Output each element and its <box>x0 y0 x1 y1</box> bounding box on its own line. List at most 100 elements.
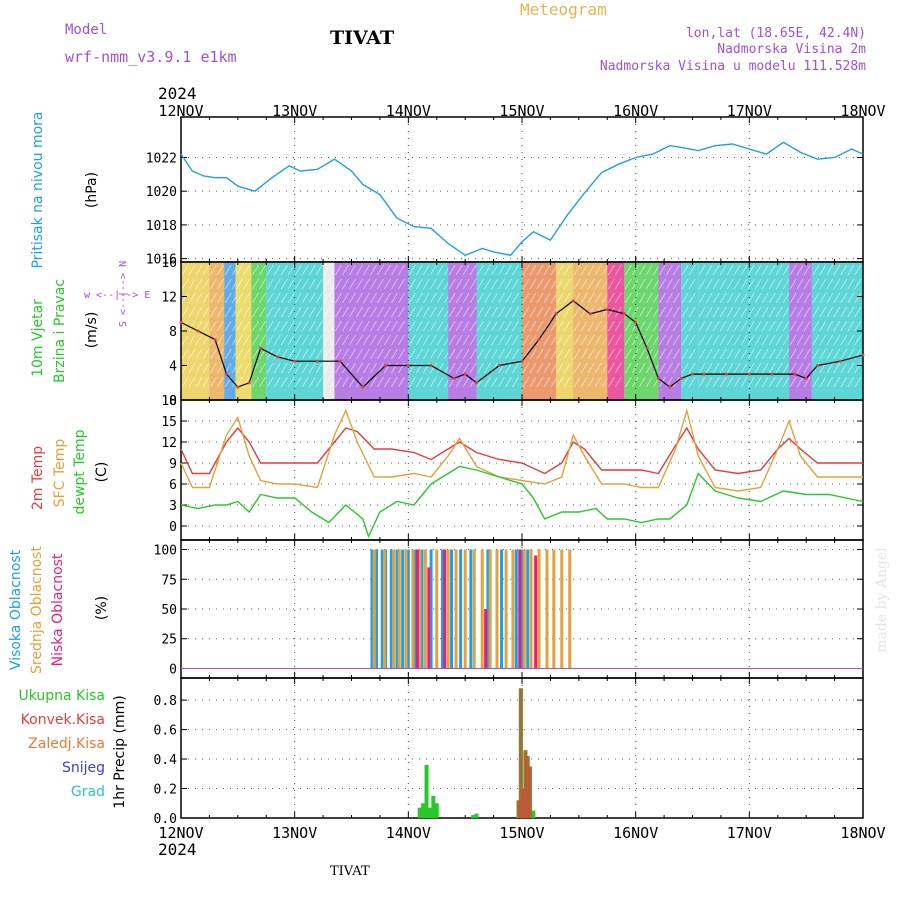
wind-barb-mark <box>398 264 405 276</box>
wind-barb-mark <box>624 348 632 360</box>
wind-barb-mark <box>209 348 217 360</box>
wind-barb-mark <box>370 320 377 332</box>
wind-barb-mark <box>812 376 820 388</box>
wind-barb-mark <box>681 320 689 332</box>
wind-barb-mark <box>505 264 512 276</box>
chart-title: Meteogram <box>520 0 607 19</box>
wind-speed-point <box>571 299 575 303</box>
wind-barb-mark <box>826 334 834 346</box>
wind-barb-mark <box>252 334 259 346</box>
wind-barb-mark <box>505 306 512 318</box>
wind-barb-mark <box>712 292 720 304</box>
wind-barb-mark <box>342 292 349 304</box>
bottom-tick-label: 13NOV <box>272 824 317 842</box>
wind-barb-mark <box>522 264 530 276</box>
wind-barb-mark <box>726 334 734 346</box>
wind-barb-mark <box>408 362 416 374</box>
wind-barb-mark <box>747 292 755 304</box>
wind-barb-mark <box>854 362 862 374</box>
wind-barb-mark <box>782 348 790 360</box>
wind-barb-mark <box>422 320 430 332</box>
wind-barb-mark <box>415 264 423 276</box>
wind-barb-mark <box>550 278 558 290</box>
wind-barb-mark <box>698 362 706 374</box>
wind-barb-band <box>698 262 790 400</box>
wind-barb-mark <box>747 278 755 290</box>
wind-barb-mark <box>294 348 302 360</box>
wind-barb-mark <box>391 278 398 290</box>
wind-barb-mark <box>775 264 783 276</box>
wind-barb-mark <box>195 334 203 346</box>
wind-barb-mark <box>216 362 224 374</box>
wind-barb-mark <box>812 348 820 360</box>
wind-barb-mark <box>356 292 363 304</box>
wind-barb-mark <box>259 334 266 346</box>
wind-barb-mark <box>356 264 363 276</box>
wind-speed-point <box>224 372 228 376</box>
wind-barb-mark <box>638 334 646 346</box>
wind-barb-mark <box>719 376 727 388</box>
precip-bar <box>518 688 523 818</box>
wind-barb-mark <box>796 362 804 374</box>
wind-barb-mark <box>224 334 232 346</box>
station-altitude: Nadmorska Visina 2m <box>717 42 866 57</box>
wind-barb-mark <box>301 320 309 332</box>
wind-barb-mark <box>391 376 398 388</box>
cloud-low-ylabel: Niska Oblacnost <box>50 553 66 666</box>
wind-barb-mark <box>273 306 281 318</box>
wind-barb-mark <box>826 292 834 304</box>
wind-barb-mark <box>224 320 232 332</box>
wind-barb-mark <box>216 320 224 332</box>
wind-barb-mark <box>477 264 484 276</box>
wind-barb-mark <box>672 292 680 304</box>
wind-barb-mark <box>747 348 755 360</box>
wind-barb-mark <box>529 362 537 374</box>
wind-barb-mark <box>498 306 505 318</box>
wind-barb-mark <box>847 292 855 304</box>
wind-barb-mark <box>733 278 741 290</box>
wind-barb-mark <box>301 334 309 346</box>
wind-barb-mark <box>484 362 491 374</box>
wind-barb-mark <box>349 306 356 318</box>
y-tick-label: 9 <box>169 457 177 472</box>
wind-barb-mark <box>202 278 210 290</box>
wind-barb-mark <box>719 334 727 346</box>
wind-barb-mark <box>342 278 349 290</box>
wind-speed-point <box>793 372 797 376</box>
wind-barb-mark <box>448 348 456 360</box>
y-tick-label: 0.8 <box>154 694 177 709</box>
wind-barb-mark <box>672 348 680 360</box>
wind-barb-mark <box>645 334 653 346</box>
wind-barb-mark <box>370 376 377 388</box>
wind-barb-mark <box>775 292 783 304</box>
wind-barb-mark <box>775 348 783 360</box>
wind-barb-mark <box>556 362 564 374</box>
wind-barb-mark <box>658 292 666 304</box>
wind-barb-mark <box>181 334 189 346</box>
wind-speed-point <box>475 381 479 385</box>
wind-barb-mark <box>498 376 505 388</box>
wind-barb-mark <box>315 320 323 332</box>
wind-barb-mark <box>665 264 673 276</box>
wind-barb-mark <box>216 264 224 276</box>
wind-barb-mark <box>335 348 342 360</box>
wind-barb-mark <box>315 292 323 304</box>
wind-barb-mark <box>580 334 588 346</box>
wind-barb-mark <box>512 362 519 374</box>
series-line-temp2m <box>180 426 863 475</box>
wind-barb-mark <box>498 292 505 304</box>
wind-barb-mark <box>408 292 416 304</box>
wind-barb-mark <box>665 348 673 360</box>
wind-barb-mark <box>377 278 384 290</box>
wind-barb-mark <box>415 334 423 346</box>
wind-barb-band <box>235 262 252 400</box>
wind-barb-mark <box>448 320 456 332</box>
wind-barb-mark <box>705 362 713 374</box>
wind-barb-mark <box>259 376 266 388</box>
wind-barb-mark <box>819 264 827 276</box>
wind-speed-point <box>702 372 706 376</box>
wind-barb-mark <box>195 278 203 290</box>
wind-barb-mark <box>323 348 331 360</box>
wind-barb-mark <box>195 376 203 388</box>
wind-barb-mark <box>259 306 266 318</box>
